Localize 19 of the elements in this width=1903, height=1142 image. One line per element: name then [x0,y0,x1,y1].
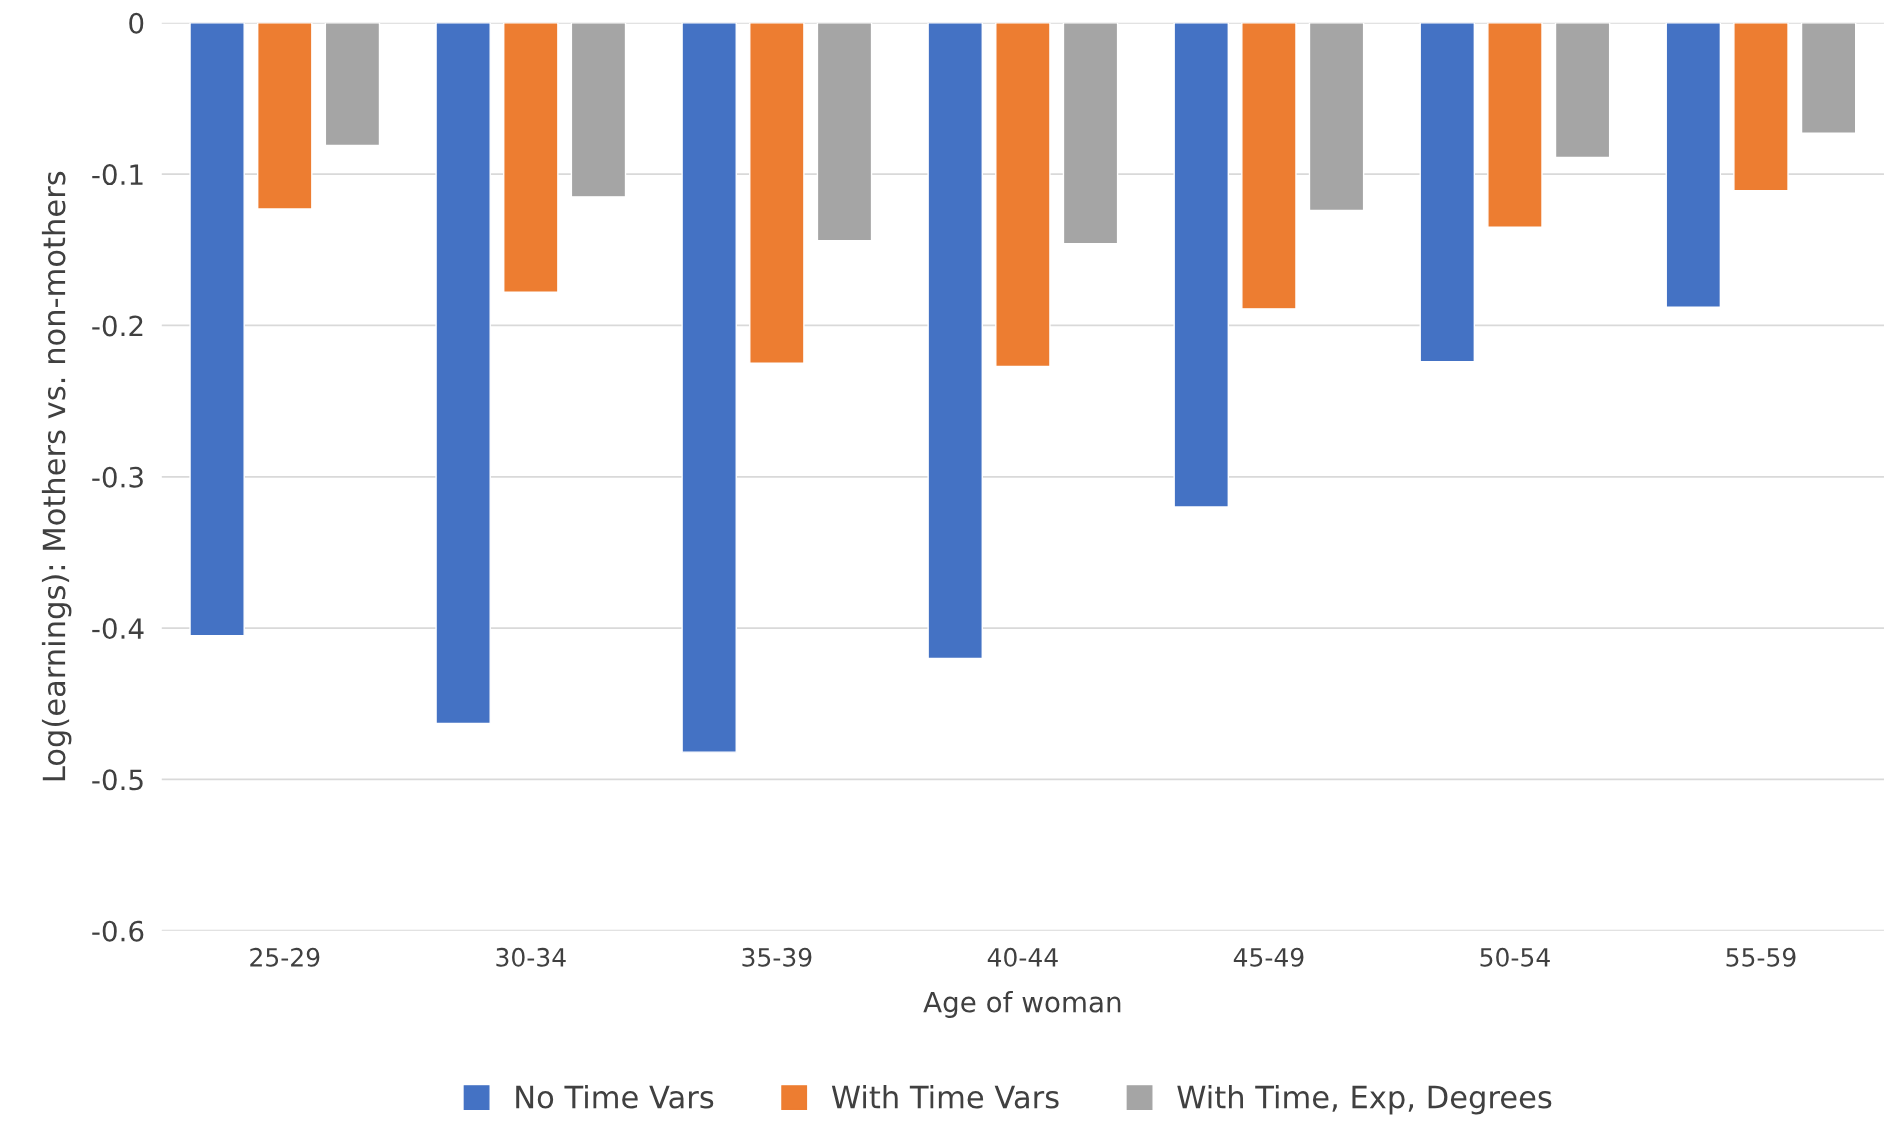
x-tick-label: 45-49 [1233,947,1304,967]
legend-label: With Time Vars [831,1084,1059,1109]
y-tick-label: -0.4 [92,618,144,640]
y-axis-title: Log(earnings): Mothers vs. non-mothers [41,171,72,781]
y-tick-label: -0.6 [92,920,144,942]
x-axis-title: Age of woman [923,991,1121,1018]
y-tick-label: -0.1 [92,164,143,186]
x-tick-label: 30-34 [496,947,566,967]
y-tick-label: -0.3 [92,466,143,488]
x-tick-label: 25-29 [250,947,320,967]
y-tick-label: -0.2 [92,315,143,337]
x-tick-label: 50-54 [1480,947,1550,967]
x-tick-label: 55-59 [1726,947,1796,967]
y-tick-label: 0 [129,12,144,34]
x-tick-label: 40-44 [987,947,1058,967]
x-tick-label: 35-39 [742,947,812,967]
legend-label: With Time, Exp, Degrees [1177,1084,1552,1115]
y-tick-label: -0.5 [92,769,143,791]
legend-label: No Time Vars [516,1084,714,1109]
